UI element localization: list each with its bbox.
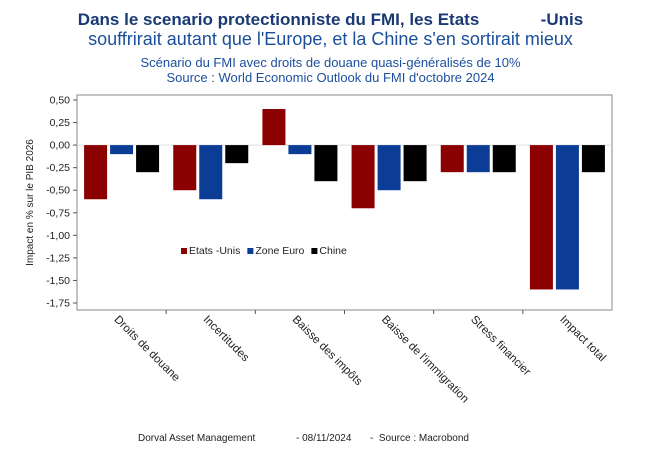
bar-china: [581, 145, 605, 173]
bar-us: [440, 145, 464, 173]
bar-euro: [199, 145, 223, 200]
legend-label: Etats -Unis: [189, 245, 240, 257]
bar-us: [351, 145, 375, 209]
y-tick-label: -0,50: [46, 185, 70, 197]
x-category-label: Incertitudes: [201, 314, 252, 365]
y-tick-label: 0,25: [50, 117, 71, 129]
y-tick-label: -1,00: [46, 230, 70, 242]
x-category-label: Baisse de l'immigration: [379, 314, 471, 406]
y-tick-label: 0,00: [50, 140, 71, 152]
x-category-label: Impact total: [557, 314, 608, 365]
chart-title-line-2: souffrirait autant que l'Europe, et la C…: [88, 29, 573, 49]
legend-label: Zone Euro: [255, 245, 304, 257]
bar-china: [492, 145, 516, 173]
subtitle-scenario: Scénario du FMI avec droits de douane qu…: [140, 55, 521, 70]
bar-euro: [377, 145, 401, 191]
bar-china: [403, 145, 427, 182]
bar-us: [262, 109, 286, 146]
y-tick-label: -0,25: [46, 162, 70, 174]
y-tick-label: 0,50: [50, 95, 71, 107]
x-category-label: Droits de douane: [111, 314, 181, 384]
bar-euro: [288, 145, 312, 155]
x-category-label: Baisse des impôts: [290, 314, 365, 389]
bar-euro: [110, 145, 134, 155]
y-tick-label: -0,75: [46, 207, 70, 219]
bar-us: [529, 145, 553, 290]
bar-china: [136, 145, 160, 173]
bar-china: [225, 145, 249, 164]
y-tick-label: -1,50: [46, 275, 70, 287]
bar-us: [173, 145, 197, 191]
y-tick-label: -1,75: [46, 298, 70, 310]
footer-date: - 08/11/2024: [296, 433, 352, 444]
y-axis-label: Impact en % sur le PIB 2026: [25, 139, 36, 266]
y-tick-label: -1,25: [46, 252, 70, 264]
bar-china: [314, 145, 338, 182]
chart-subtitle: Scénario du FMI avec droits de douane qu…: [0, 55, 661, 85]
bar-us: [84, 145, 108, 200]
footer-company: Dorval Asset Management: [138, 433, 256, 444]
bar-euro: [466, 145, 490, 173]
legend-swatch: [247, 248, 254, 254]
bar-euro: [555, 145, 579, 290]
legend-label: Chine: [319, 245, 347, 257]
footer-source: - Source : Macrobond: [370, 433, 469, 444]
x-category-label: Stress financier: [468, 314, 533, 379]
legend-swatch: [311, 248, 318, 254]
chart-title-line-1: Dans le scenario protectionniste du FMI,…: [77, 10, 584, 29]
subtitle-source: Source : World Economic Outlook du FMI d…: [166, 70, 495, 85]
legend-swatch: [181, 248, 187, 254]
